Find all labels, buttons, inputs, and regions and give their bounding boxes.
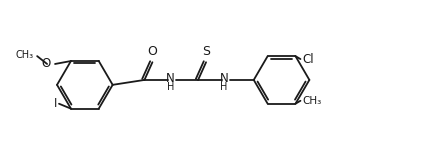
Text: CH₃: CH₃ <box>15 50 33 60</box>
Text: CH₃: CH₃ <box>302 96 322 106</box>
Text: N: N <box>220 73 228 85</box>
Text: H: H <box>166 82 174 92</box>
Text: O: O <box>147 45 157 58</box>
Text: Cl: Cl <box>302 53 314 66</box>
Text: S: S <box>202 45 210 58</box>
Text: H: H <box>220 82 227 92</box>
Text: I: I <box>54 97 57 110</box>
Text: O: O <box>42 57 51 71</box>
Text: N: N <box>166 73 175 85</box>
